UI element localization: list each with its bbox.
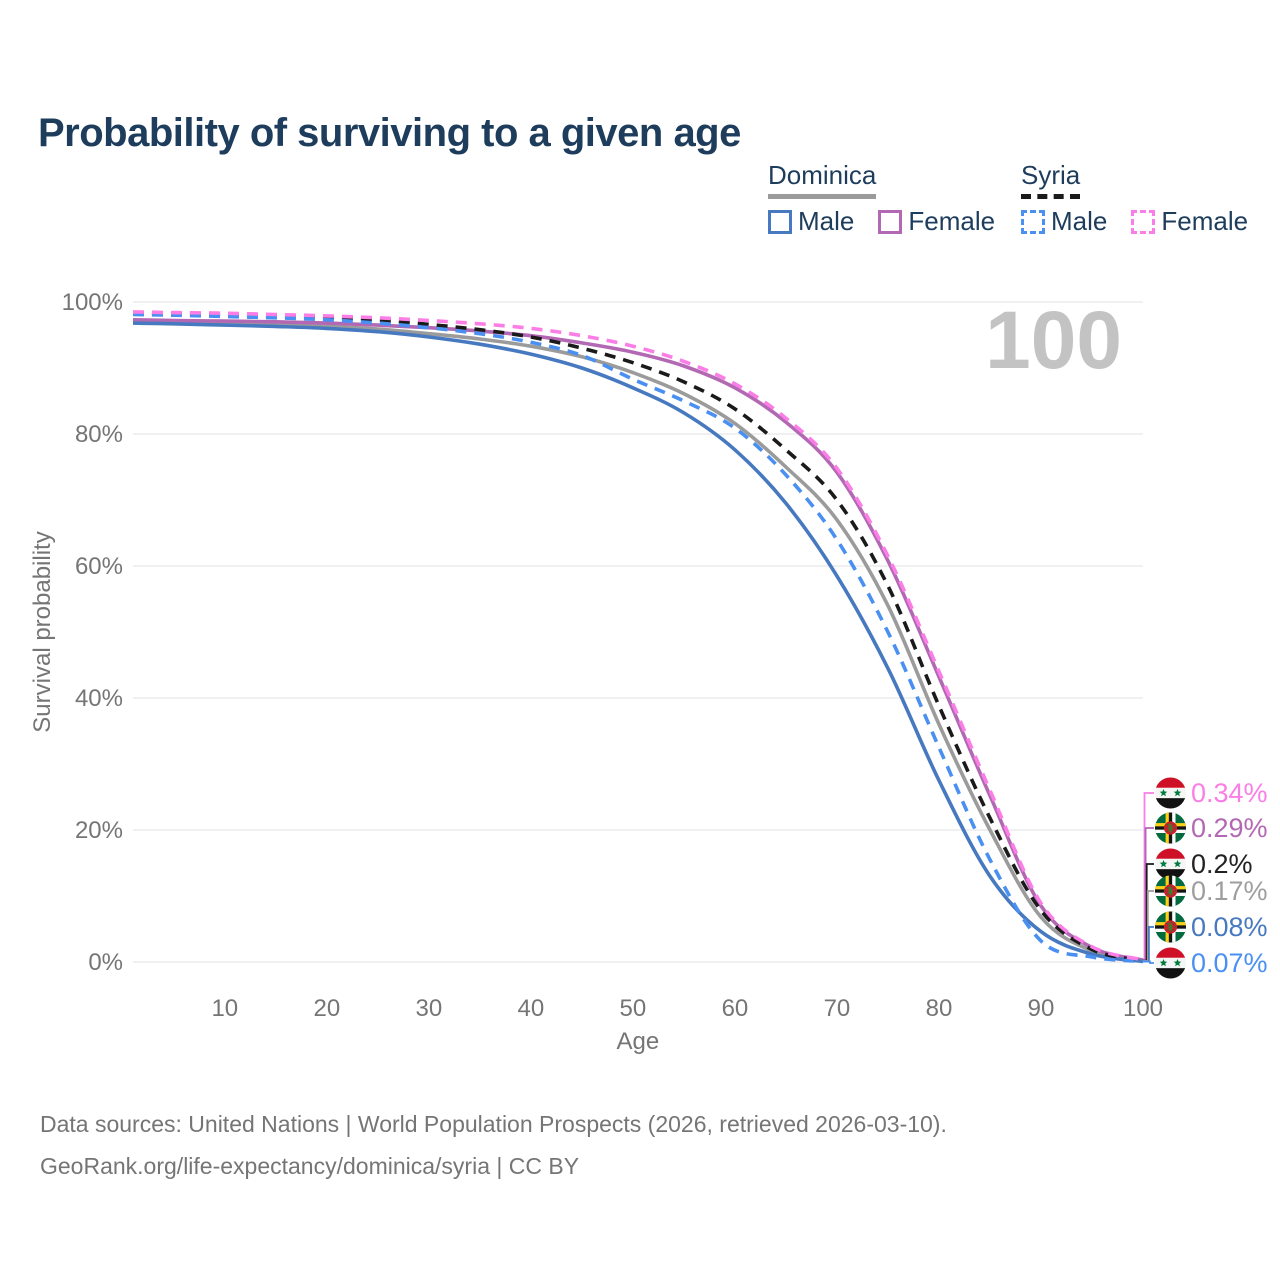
y-tick-label: 60%: [75, 553, 123, 580]
x-tick-label: 60: [722, 995, 749, 1022]
flag-icon-dominica: [1155, 812, 1186, 844]
legend-item-label: Female: [908, 206, 996, 236]
y-tick-label: 0%: [88, 949, 123, 976]
legend-item-label: Female: [1161, 206, 1249, 236]
legend-group-dominica: Dominica Male Female: [768, 160, 995, 237]
legend-item-dominica-male[interactable]: Male: [768, 206, 854, 237]
flag-icon-syria: [1155, 777, 1186, 809]
x-axis-title: Age: [617, 1028, 660, 1055]
dominica-male-swatch-icon: [768, 209, 792, 234]
x-tick-label: 50: [620, 995, 647, 1022]
page-title: Probability of surviving to a given age: [38, 110, 741, 155]
line-dominica-both-sexes[interactable]: [132, 319, 1144, 963]
legend-item-syria-female[interactable]: Female: [1131, 206, 1248, 237]
x-tick-label: 30: [416, 995, 443, 1022]
syria-female-swatch-icon: [1131, 209, 1156, 234]
y-tick-label: 100%: [62, 289, 123, 316]
end-label-syria-male: 0.07%: [1191, 948, 1268, 978]
legend-item-dominica-female[interactable]: Female: [878, 206, 995, 237]
line-syria-male[interactable]: [132, 312, 1144, 964]
leader-line-syria-male: [1143, 960, 1154, 964]
x-tick-label: 10: [211, 995, 238, 1022]
flag-icon-dominica: [1155, 875, 1186, 907]
y-tick-label: 40%: [75, 685, 123, 712]
data-sources: Data sources: United Nations | World Pop…: [40, 1103, 947, 1187]
syria-male-swatch-icon: [1021, 209, 1045, 234]
x-tick-label: 80: [926, 995, 953, 1022]
age-watermark: 100: [985, 295, 1122, 386]
data-source-line-1: Data sources: United Nations | World Pop…: [40, 1111, 947, 1137]
flag-icon-syria: [1155, 848, 1186, 880]
end-label-dominica-male: 0.08%: [1191, 912, 1268, 942]
y-axis-title: Survival probability: [29, 531, 56, 732]
x-tick-label: 100: [1123, 995, 1163, 1022]
y-tick-label: 20%: [75, 817, 123, 844]
x-tick-label: 20: [313, 995, 340, 1022]
end-label-syria-female: 0.34%: [1191, 778, 1268, 808]
x-tick-label: 70: [824, 995, 851, 1022]
legend-item-syria-male[interactable]: Male: [1021, 206, 1107, 237]
legend-item-label: Male: [798, 206, 855, 236]
flag-icon-dominica: [1155, 911, 1186, 943]
legend-syria-items: Male Female: [1021, 206, 1248, 237]
x-tick-label: 40: [518, 995, 545, 1022]
line-syria-both-sexes[interactable]: [132, 311, 1144, 963]
x-tick-label: 90: [1028, 995, 1055, 1022]
legend-group-syria: Syria Male Female: [1021, 160, 1248, 237]
end-label-dominica-female: 0.29%: [1191, 813, 1268, 843]
legend-item-label: Male: [1051, 206, 1108, 236]
end-label-syria-both-sexes: 0.2%: [1191, 849, 1253, 879]
end-label-dominica-both-sexes: 0.17%: [1191, 876, 1268, 906]
legend-dominica-label[interactable]: Dominica: [768, 160, 877, 199]
y-tick-label: 80%: [75, 421, 123, 448]
flag-icon-syria: [1155, 947, 1186, 979]
legend-dominica-items: Male Female: [768, 206, 995, 237]
data-source-line-2: GeoRank.org/life-expectancy/dominica/syr…: [40, 1153, 580, 1179]
line-dominica-female[interactable]: [132, 318, 1144, 962]
legend-syria-label[interactable]: Syria: [1021, 160, 1081, 199]
line-dominica-male[interactable]: [132, 321, 1144, 964]
line-syria-female[interactable]: [132, 310, 1144, 962]
dominica-female-swatch-icon: [878, 209, 903, 234]
